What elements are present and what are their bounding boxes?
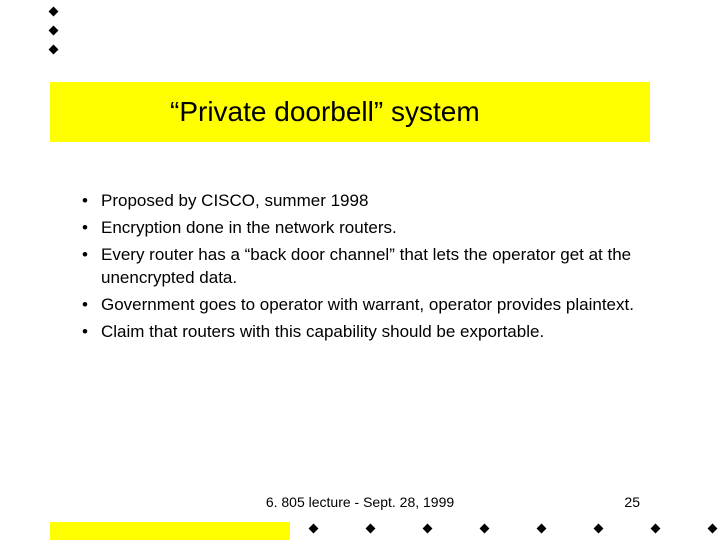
bullet-icon: • [75, 294, 95, 317]
diamond-icon [708, 524, 718, 534]
bullet-icon: • [75, 244, 95, 267]
diamond-icon [366, 524, 376, 534]
list-item: • Claim that routers with this capability… [75, 321, 665, 344]
diamond-icon [49, 7, 59, 17]
bullet-icon: • [75, 321, 95, 344]
diamond-icon [423, 524, 433, 534]
diamond-icon [651, 524, 661, 534]
list-item: • Encryption done in the network routers. [75, 217, 665, 240]
list-item: • Government goes to operator with warran… [75, 294, 665, 317]
list-item-text: Claim that routers with this capability … [101, 321, 665, 344]
top-diamond-decoration [50, 8, 57, 53]
diamond-icon [49, 45, 59, 55]
list-item: • Proposed by CISCO, summer 1998 [75, 190, 665, 213]
list-item-text: Every router has a “back door channel” t… [101, 244, 665, 290]
diamond-icon [480, 524, 490, 534]
bullet-list: • Proposed by CISCO, summer 1998 • Encrypti… [75, 190, 665, 348]
diamond-icon [594, 524, 604, 534]
list-item: • Every router has a “back door channel” … [75, 244, 665, 290]
page-number: 25 [624, 494, 640, 510]
bottom-accent-bar [50, 522, 290, 540]
slide-title: “Private doorbell” system [170, 96, 480, 128]
bottom-diamond-decoration [310, 525, 716, 532]
diamond-icon [49, 26, 59, 36]
list-item-text: Proposed by CISCO, summer 1998 [101, 190, 665, 213]
bullet-icon: • [75, 190, 95, 213]
diamond-icon [537, 524, 547, 534]
bullet-icon: • [75, 217, 95, 240]
footer-text: 6. 805 lecture - Sept. 28, 1999 [0, 494, 720, 510]
list-item-text: Government goes to operator with warrant… [101, 294, 665, 317]
diamond-icon [309, 524, 319, 534]
title-bar: “Private doorbell” system [50, 82, 650, 142]
list-item-text: Encryption done in the network routers. [101, 217, 665, 240]
